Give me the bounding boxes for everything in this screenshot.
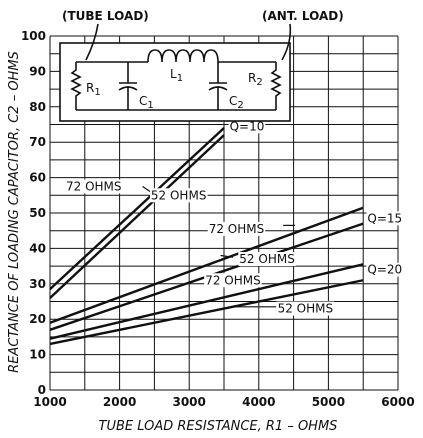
x-tick-label: 1000 <box>33 395 66 409</box>
tube-load-label: (TUBE LOAD) <box>62 9 149 23</box>
series-line-2 <box>49 134 225 299</box>
c2-capacitor <box>208 62 228 110</box>
annotations: Q=10 Q=15 Q=20 72 OHMS 52 OHMS 72 OHMS 52 OHMS… <box>65 119 404 316</box>
y-tick-label: 70 <box>29 135 46 149</box>
annotation-label: 52 OHMS <box>278 302 334 316</box>
tick-labels: 1000 2000 3000 4000 5000 6000 0 10 20 30 40 50 60 70 8… <box>21 29 415 409</box>
x-tick-label: 2000 <box>103 395 136 409</box>
schematic-inset: (TUBE LOAD) (ANT. LOAD) R1 C1 L1 C2 R2 <box>59 9 344 122</box>
l1-label: L1 <box>170 67 183 84</box>
annotation-background <box>366 211 404 226</box>
annotation-background <box>228 119 266 134</box>
annotation-label: 72 OHMS <box>205 273 261 287</box>
ant-load-pointer <box>281 23 292 61</box>
annotation-background <box>65 179 123 194</box>
leader-line <box>220 254 234 258</box>
x-tick-label: 5000 <box>312 395 345 409</box>
series-line-1 <box>49 127 225 290</box>
x-axis-label: TUBE LOAD RESISTANCE, R1 – OHMS <box>99 419 338 434</box>
annotation-label: Q=10 <box>230 119 265 133</box>
annotation-background <box>276 301 335 316</box>
annotation-label: Q=20 <box>367 263 402 277</box>
annotation-label: Q=15 <box>367 211 402 225</box>
ant-load-label: (ANT. LOAD) <box>262 9 344 23</box>
series-line-3 <box>49 206 364 324</box>
annotation-background <box>366 262 404 277</box>
y-tick-label: 90 <box>29 64 46 78</box>
c1-capacitor <box>118 62 138 110</box>
y-tick-label: 80 <box>29 100 46 114</box>
tube-load-pointer <box>85 23 99 61</box>
c1-label: C1 <box>139 94 154 111</box>
r2-resistor <box>270 62 282 110</box>
annotation-background <box>207 221 266 236</box>
y-tick-label: 20 <box>29 312 46 326</box>
c2-label: C2 <box>229 94 244 111</box>
r1-label: R1 <box>86 81 101 98</box>
annotation-label: 72 OHMS <box>209 222 265 236</box>
series-line-6 <box>49 279 364 346</box>
annotation-background <box>238 252 296 267</box>
x-tick-label: 4000 <box>242 395 275 409</box>
y-tick-label: 100 <box>21 29 46 43</box>
x-tick-label: 6000 <box>381 395 414 409</box>
y-tick-label: 10 <box>29 348 46 362</box>
leader-lines <box>142 185 300 308</box>
l1-inductor <box>147 49 219 63</box>
y-tick-label: 0 <box>38 383 46 397</box>
x-tick-label: 3000 <box>172 395 205 409</box>
y-tick-label: 30 <box>29 277 46 291</box>
y-tick-label: 40 <box>29 241 46 255</box>
r2-label: R2 <box>248 71 263 88</box>
leader-line <box>288 279 300 283</box>
y-tick-label: 60 <box>29 171 46 185</box>
annotation-label: 52 OHMS <box>239 252 295 266</box>
series-lines <box>49 127 364 346</box>
y-tick-label: 50 <box>29 206 46 220</box>
r1-resistor <box>70 62 82 110</box>
annotation-label: 72 OHMS <box>66 179 122 193</box>
annotation-label: 52 OHMS <box>151 188 207 202</box>
y-axis-label: REACTANCE OF LOADING CAPACITOR, C2 – OHM… <box>7 51 22 373</box>
series-line-5 <box>49 263 364 340</box>
annotation-background <box>204 273 262 288</box>
annotation-background <box>149 188 208 203</box>
